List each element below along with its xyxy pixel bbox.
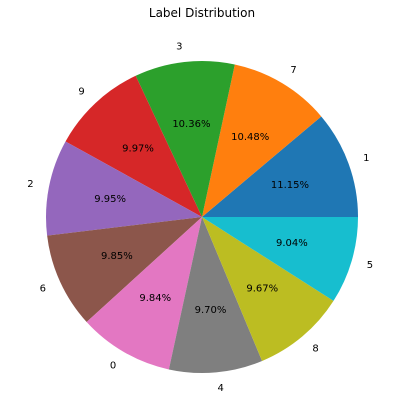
percent-label-7: 10.48% xyxy=(231,132,269,143)
percent-label-8: 9.67% xyxy=(246,284,278,295)
slice-label-3: 3 xyxy=(176,42,182,53)
slice-label-7: 7 xyxy=(290,65,296,76)
slice-label-1: 1 xyxy=(363,153,369,164)
slice-label-0: 0 xyxy=(110,361,116,372)
percent-label-6: 9.85% xyxy=(101,251,133,262)
slice-label-6: 6 xyxy=(40,283,46,294)
percent-label-0: 9.84% xyxy=(139,293,171,304)
chart-title: Label Distribution xyxy=(149,6,255,20)
percent-label-1: 11.15% xyxy=(271,180,309,191)
percent-label-3: 10.36% xyxy=(172,119,210,130)
slice-label-9: 9 xyxy=(78,87,84,98)
slice-label-8: 8 xyxy=(312,343,318,354)
percent-label-9: 9.97% xyxy=(122,144,154,155)
slice-label-4: 4 xyxy=(218,383,224,394)
percent-label-2: 9.95% xyxy=(94,194,126,205)
pie-slices xyxy=(46,61,358,373)
slice-label-2: 2 xyxy=(27,179,33,190)
percent-label-5: 9.04% xyxy=(276,238,308,249)
slice-label-5: 5 xyxy=(367,260,373,271)
percent-label-4: 9.70% xyxy=(195,305,227,316)
